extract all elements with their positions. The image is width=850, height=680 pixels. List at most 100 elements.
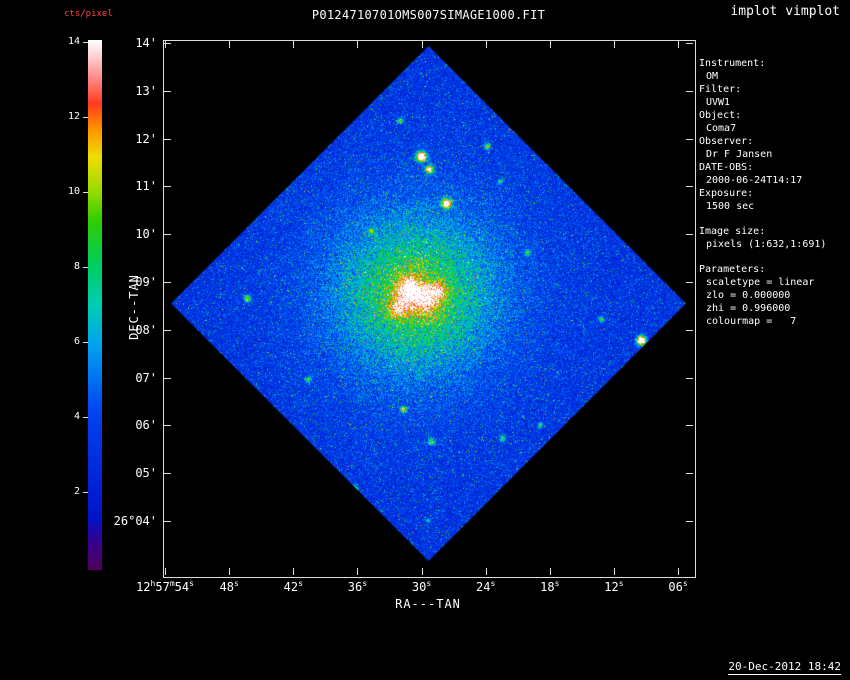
colorbar-tick-mark xyxy=(83,417,88,418)
ra-tick-label: 12h57m54s xyxy=(136,579,194,595)
info-label: Instrument: xyxy=(699,58,766,69)
colorbar xyxy=(88,40,102,570)
info-value: 1500 sec xyxy=(706,201,755,212)
info-value: OM xyxy=(706,71,719,82)
ra-tick-mark xyxy=(421,41,423,48)
info-label: Observer: xyxy=(699,136,754,147)
info-panel: Instrument: OM Filter: UVW1 Object: Coma7 Obse… xyxy=(699,57,849,328)
colorbar-units-label: cts/pixel xyxy=(64,9,113,19)
dec-tick-mark xyxy=(686,329,693,331)
ra-axis-label: RA---TAN xyxy=(395,597,461,611)
colorbar-tick-mark xyxy=(83,42,88,43)
colorbar-tick-mark xyxy=(83,492,88,493)
dec-tick-mark xyxy=(164,138,171,140)
dec-tick-mark xyxy=(164,377,171,379)
dec-tick-mark xyxy=(164,43,171,44)
dec-tick-mark xyxy=(164,425,171,427)
info-value: pixels (1:632,1:691) xyxy=(706,239,827,250)
dec-tick-label: 06' xyxy=(135,418,157,433)
dec-tick-label: 14' xyxy=(135,36,157,50)
ra-tick-label: 30s xyxy=(411,579,432,595)
ra-tick-label: 12s xyxy=(604,579,624,595)
dec-tick-mark xyxy=(686,138,693,140)
info-value: 2000-06-24T14:17 xyxy=(706,175,803,186)
dec-tick-label: 07' xyxy=(135,370,157,385)
colorbar-tick-mark xyxy=(83,192,88,193)
colorbar-tick-mark xyxy=(83,117,88,118)
colorbar-tick-label: 2 xyxy=(73,486,80,497)
dec-tick-mark xyxy=(686,473,693,475)
dec-tick-label: 26°04' xyxy=(113,514,157,528)
ra-tick-mark xyxy=(549,41,551,48)
ra-tick-label: 18s xyxy=(540,579,560,595)
info-label: Filter: xyxy=(699,84,742,95)
info-param-line: zlo = 0.000000 xyxy=(706,290,791,301)
dec-tick-mark xyxy=(686,43,693,44)
ra-tick-label: 24s xyxy=(475,579,496,595)
info-value: Coma7 xyxy=(706,123,737,134)
info-label: Image size: xyxy=(699,226,766,237)
info-value: UVW1 xyxy=(706,97,731,108)
ra-tick-label: 48s xyxy=(219,579,239,595)
ra-tick-mark xyxy=(678,568,679,575)
dec-tick-label: 09' xyxy=(135,275,157,289)
app-title: implot vimplot xyxy=(730,4,840,19)
dec-tick-mark xyxy=(164,521,171,522)
ra-tick-mark xyxy=(549,568,551,575)
dec-tick-mark xyxy=(686,186,693,188)
dec-tick-mark xyxy=(164,90,171,92)
ra-tick-mark xyxy=(485,41,487,48)
info-value: Dr F Jansen xyxy=(706,149,773,160)
dec-tick-mark xyxy=(164,186,171,188)
dec-tick-mark xyxy=(686,282,693,283)
ra-tick-mark xyxy=(613,568,615,575)
info-label: Exposure: xyxy=(699,188,754,199)
ra-tick-mark xyxy=(293,41,295,48)
dec-tick-label: 05' xyxy=(135,466,157,481)
ra-tick-label: 06s xyxy=(668,579,688,595)
colorbar-tick-label: 10 xyxy=(67,186,80,197)
info-param-line: scaletype = linear xyxy=(706,277,815,288)
dec-tick-mark xyxy=(686,521,693,522)
dec-tick-mark xyxy=(686,90,693,92)
ra-tick-label: 42s xyxy=(283,579,303,595)
plot-title: P0124710701OMS007SIMAGE1000.FIT xyxy=(311,8,546,22)
info-label: Parameters: xyxy=(699,264,766,275)
ra-tick-mark xyxy=(678,41,679,48)
dec-axis-label: DEC--TAN xyxy=(127,274,141,340)
colorbar-tick-label: 12 xyxy=(67,111,80,122)
info-label: Object: xyxy=(699,110,742,121)
dec-tick-label: 10' xyxy=(135,227,157,242)
ra-tick-mark xyxy=(613,41,615,48)
ra-tick-mark xyxy=(165,41,166,48)
dec-tick-mark xyxy=(164,282,171,283)
dec-tick-mark xyxy=(164,473,171,475)
info-param-line: zhi = 0.996000 xyxy=(706,303,791,314)
ra-tick-mark xyxy=(293,568,295,575)
dec-tick-mark xyxy=(686,234,693,236)
info-label: DATE-OBS: xyxy=(699,162,754,173)
colorbar-tick-label: 14 xyxy=(67,36,80,47)
ra-tick-mark xyxy=(421,568,423,575)
ra-tick-mark xyxy=(165,568,166,575)
dec-tick-mark xyxy=(686,425,693,427)
timestamp: 20-Dec-2012 18:42 xyxy=(728,660,841,675)
ra-tick-mark xyxy=(357,568,359,575)
colorbar-tick-label: 8 xyxy=(73,261,80,272)
dec-tick-label: 11' xyxy=(135,179,157,194)
colorbar-tick-label: 4 xyxy=(73,411,80,422)
ra-tick-mark xyxy=(229,568,231,575)
colorbar-tick-mark xyxy=(83,267,88,268)
dec-tick-label: 12' xyxy=(135,131,157,146)
dec-tick-mark xyxy=(164,329,171,331)
info-gap xyxy=(699,213,849,225)
ra-tick-label: 36s xyxy=(347,579,368,595)
ra-tick-mark xyxy=(485,568,487,575)
info-gap xyxy=(699,251,849,263)
dec-tick-mark xyxy=(164,234,171,236)
ra-tick-mark xyxy=(357,41,359,48)
colorbar-tick-mark xyxy=(83,342,88,343)
info-param-line: colourmap = 7 xyxy=(706,316,797,327)
